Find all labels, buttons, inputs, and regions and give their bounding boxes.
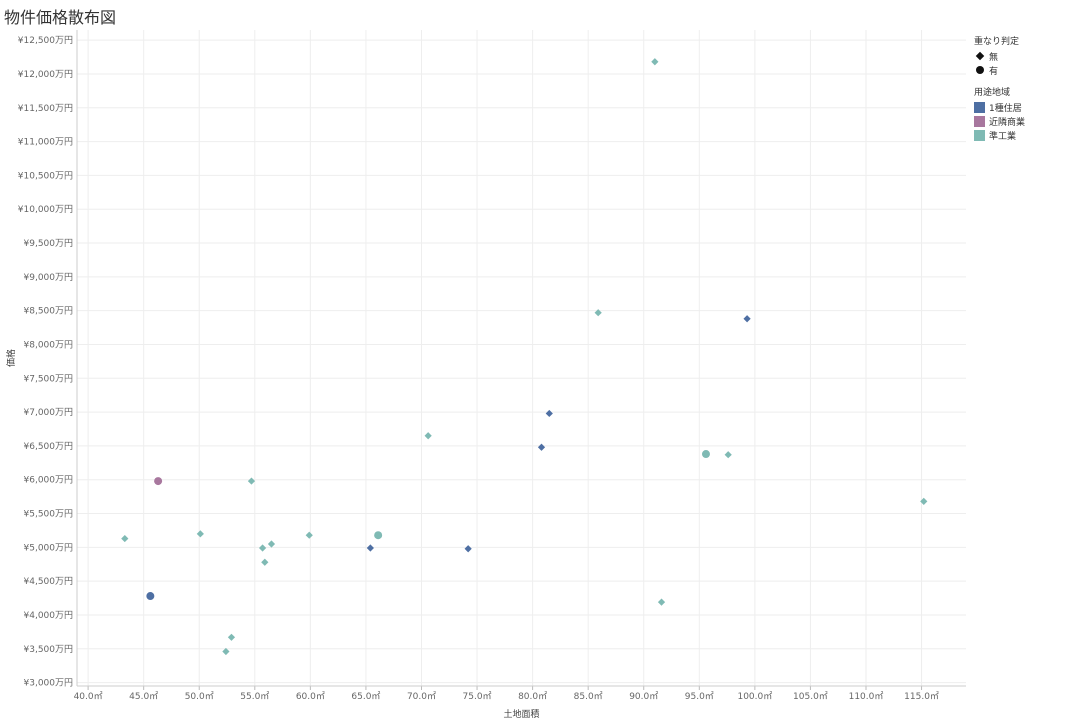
- data-point[interactable]: [537, 443, 546, 451]
- y-tick-label: ¥6,500万円: [24, 441, 74, 452]
- y-tick-label: ¥12,000万円: [18, 69, 73, 80]
- data-point[interactable]: [366, 544, 374, 552]
- x-tick-label: 80.0㎡: [518, 691, 547, 702]
- page-title: 物件価格散布図: [4, 8, 117, 27]
- data-point[interactable]: [222, 647, 230, 656]
- y-tick-label: ¥9,000万円: [24, 272, 74, 283]
- data-point[interactable]: [196, 530, 204, 538]
- data-point[interactable]: [305, 531, 313, 539]
- x-tick-label: 90.0㎡: [629, 691, 658, 702]
- color-swatch: [974, 101, 985, 113]
- data-point[interactable]: [545, 409, 553, 418]
- data-points: [121, 58, 928, 656]
- y-tick-label: ¥10,500万円: [18, 170, 73, 181]
- x-tick-label: 60.0㎡: [296, 691, 325, 702]
- circle-icon: [974, 64, 986, 76]
- y-tick-label: ¥3,500万円: [24, 644, 74, 655]
- color-legend-title: 用途地域: [974, 88, 1011, 98]
- legend: 重なり判定 無 有 用途地域 1種住居 近隣商業 準工業: [974, 34, 1025, 142]
- grid-lines: [77, 30, 966, 686]
- legend-label: 1種住居: [989, 103, 1022, 114]
- data-point[interactable]: [651, 58, 659, 66]
- y-tick-label: ¥10,000万円: [18, 204, 73, 215]
- legend-item-zone-neighborhood-commercial: 近隣商業: [974, 114, 1025, 128]
- data-point[interactable]: [920, 497, 928, 505]
- x-tick-label: 65.0㎡: [351, 691, 380, 702]
- data-point[interactable]: [227, 633, 236, 641]
- data-point[interactable]: [657, 598, 666, 606]
- y-tick-label: ¥4,500万円: [24, 576, 74, 587]
- y-tick-label: ¥4,000万円: [24, 610, 74, 621]
- x-tick-label: 45.0㎡: [129, 691, 158, 702]
- x-tick-label: 55.0㎡: [240, 691, 269, 702]
- data-point[interactable]: [258, 544, 267, 552]
- x-tick-label: 40.0㎡: [74, 691, 103, 702]
- legend-label: 有: [989, 66, 999, 77]
- x-tick-label: 70.0㎡: [407, 691, 436, 702]
- x-tick-label: 85.0㎡: [574, 691, 603, 702]
- legend-label: 無: [989, 52, 999, 63]
- data-point[interactable]: [146, 592, 155, 601]
- shape-legend-title: 重なり判定: [974, 37, 1020, 47]
- data-point[interactable]: [267, 540, 276, 548]
- x-tick-label: 105.0㎡: [793, 691, 828, 702]
- x-tick-label: 115.0㎡: [904, 691, 939, 702]
- legend-item-overlap: 有: [974, 63, 1025, 77]
- legend-item-zone-residential: 1種住居: [974, 100, 1025, 114]
- y-tick-label: ¥8,000万円: [24, 339, 74, 350]
- data-point[interactable]: [247, 477, 256, 485]
- data-point[interactable]: [724, 451, 732, 459]
- y-tick-label: ¥5,000万円: [24, 542, 74, 553]
- y-tick-label: ¥12,500万円: [18, 35, 73, 46]
- y-tick-label: ¥3,000万円: [24, 678, 74, 689]
- data-point[interactable]: [154, 477, 163, 486]
- data-point[interactable]: [261, 558, 269, 566]
- data-point[interactable]: [743, 315, 751, 323]
- data-point[interactable]: [424, 432, 432, 440]
- x-tick-label: 110.0㎡: [849, 691, 884, 702]
- y-tick-label: ¥11,500万円: [18, 103, 73, 114]
- data-point[interactable]: [594, 309, 602, 317]
- data-point[interactable]: [374, 531, 383, 540]
- y-tick-label: ¥9,500万円: [24, 238, 74, 249]
- legend-item-no-overlap: 無: [974, 49, 1025, 63]
- y-tick-label: ¥8,500万円: [24, 306, 74, 317]
- axes: ¥3,000万円 ¥3,500万円 ¥4,000万円 ¥4,500万円 ¥5,000万円…: [18, 30, 966, 702]
- legend-label: 準工業: [989, 131, 1017, 142]
- data-point[interactable]: [121, 534, 129, 543]
- y-tick-label: ¥6,000万円: [24, 475, 74, 486]
- y-tick-label: ¥7,000万円: [24, 407, 74, 418]
- x-tick-label: 95.0㎡: [685, 691, 714, 702]
- color-swatch: [974, 129, 985, 141]
- color-swatch: [974, 115, 985, 127]
- x-axis-title: 土地面積: [503, 708, 539, 720]
- y-axis-title: 価格: [5, 349, 17, 367]
- x-tick-label: 75.0㎡: [463, 691, 492, 702]
- y-tick-label: ¥7,500万円: [24, 373, 74, 384]
- diamond-icon: [974, 50, 986, 62]
- x-tick-label: 50.0㎡: [185, 691, 214, 702]
- y-tick-label: ¥5,500万円: [24, 509, 74, 520]
- data-point[interactable]: [701, 450, 710, 459]
- data-point[interactable]: [464, 545, 472, 553]
- legend-label: 近隣商業: [989, 117, 1026, 128]
- x-tick-label: 100.0㎡: [737, 691, 772, 702]
- y-tick-label: ¥11,000万円: [18, 137, 73, 148]
- legend-item-zone-semi-industrial: 準工業: [974, 128, 1025, 142]
